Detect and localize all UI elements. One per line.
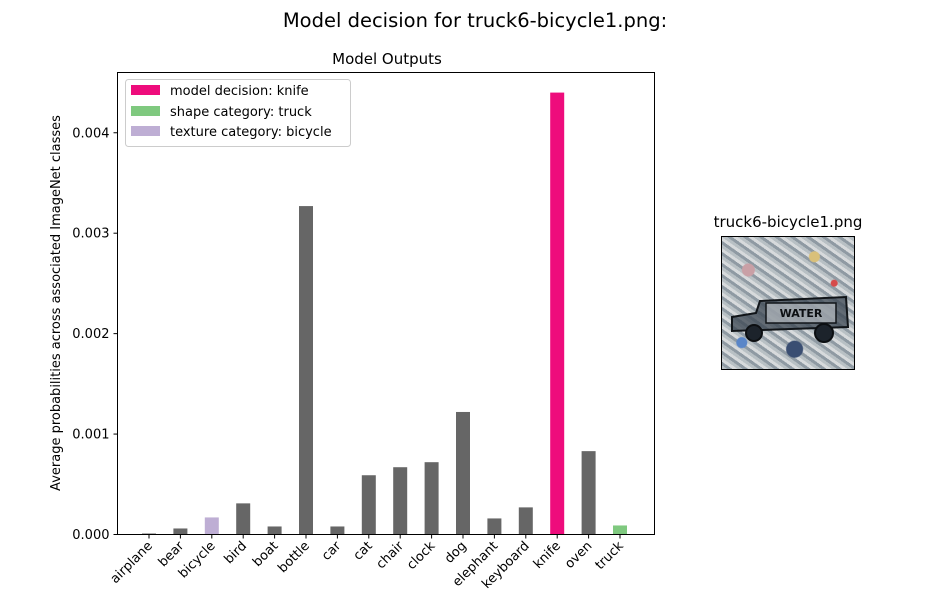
bar-bottle [299,206,313,535]
bar-knife [550,92,565,535]
y-tick-label: 0.004 [72,126,109,141]
bar-bicycle [204,517,219,535]
bar-car [330,526,345,535]
x-tick-label-airplane: airplane [108,539,156,587]
legend-swatch-shape-category [131,106,160,116]
truck-silhouette: WATER [731,295,850,343]
y-axis-label: Average probabilities across associated … [49,115,64,491]
x-tick-label-knife: knife [531,539,564,572]
bar-truck [613,525,627,535]
figure-title: Model decision for truck6-bicycle1.png: [282,9,668,32]
bar-keyboard [518,507,533,535]
bar-clock [424,462,439,535]
x-tick-label-truck: truck [593,538,628,573]
legend-swatch-texture-category [131,126,160,136]
x-tick-label-oven: oven [562,539,595,572]
x-tick-label-cat: cat [351,539,376,564]
legend-label-shape-category: shape category: truck [170,105,312,120]
y-tick-label: 0.002 [72,327,109,342]
y-tick-label: 0.001 [72,428,109,443]
legend-label-texture-category: texture category: bicycle [170,125,332,140]
y-tick-label: 0.000 [72,528,109,543]
x-tick-label-car: car [319,538,345,564]
bars-layer [142,92,627,535]
x-tick-label-bird: bird [222,539,250,567]
x-tick-label-bottle: bottle [275,539,312,576]
bar-bird [236,503,251,535]
y-axis: 0.000 0.001 0.002 0.003 0.004 [72,126,118,543]
bar-oven [581,451,596,535]
bar-boat [267,526,282,535]
bar-chair [393,467,408,535]
thumbnail-title: truck6-bicycle1.png [713,213,863,231]
x-tick-label-clock: clock [404,538,439,573]
stimulus-thumbnail-image: WATER [721,236,855,370]
x-tick-label-chair: chair [374,538,408,572]
bar-elephant [487,518,502,535]
plot-frame [117,72,655,535]
legend-label-model-decision: model decision: knife [170,84,309,99]
bar-bear [173,528,188,535]
chart-title: Model Outputs [332,50,442,68]
thumbnail-watermark-text: WATER [780,307,823,320]
legend-swatch-model-decision [131,85,160,95]
bar-dog [456,411,470,535]
legend: model decision: knife shape category: tr… [125,79,351,147]
bar-cat [361,475,376,535]
legend-box [125,79,351,147]
y-tick-label: 0.003 [72,227,109,242]
